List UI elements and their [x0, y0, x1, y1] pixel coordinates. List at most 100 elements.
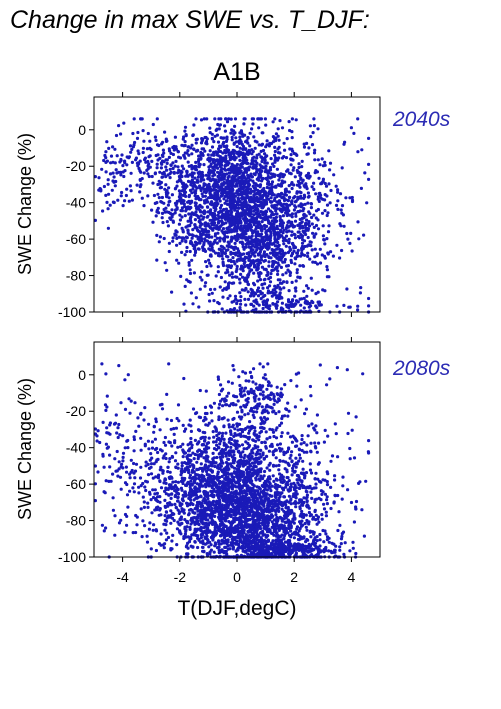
scatter-point — [234, 269, 238, 274]
scatter-point — [204, 281, 208, 285]
scatter-point — [202, 248, 207, 252]
scatter-point — [251, 166, 255, 170]
scatter-point — [213, 117, 217, 121]
scatter-point — [276, 261, 280, 265]
scatter-point — [257, 225, 261, 230]
scatter-point — [194, 160, 198, 164]
scatter-point — [236, 192, 240, 196]
scatter-point — [270, 265, 275, 269]
scatter-point — [187, 145, 191, 149]
scatter-point — [215, 153, 219, 157]
scatter-point — [104, 156, 108, 160]
scatter-point — [252, 283, 257, 287]
scatter-point — [242, 236, 246, 240]
scatter-point — [281, 273, 285, 277]
scatter-point — [251, 534, 256, 538]
scatter-point — [327, 224, 331, 228]
scatter-point — [294, 289, 298, 293]
y-tick-label: -80 — [66, 268, 86, 284]
scatter-point — [185, 245, 189, 250]
scatter-point — [214, 188, 218, 192]
scatter-point — [306, 251, 310, 255]
scatter-point — [266, 171, 270, 175]
scatter-point — [249, 212, 253, 216]
scatter-point — [155, 162, 159, 166]
scatter-point — [289, 254, 294, 258]
scatter-point — [137, 166, 141, 171]
scatter-point — [220, 163, 224, 167]
scatter-point — [202, 117, 206, 121]
scatter-point — [261, 242, 266, 246]
scatter-point — [226, 284, 230, 288]
scatter-point — [290, 440, 294, 444]
scatter-point — [230, 275, 235, 279]
scatter-point — [306, 227, 310, 231]
scatter-point — [119, 194, 123, 198]
scatter-point — [273, 149, 277, 154]
scatter-point — [242, 122, 246, 126]
scatter-point — [213, 209, 217, 213]
scatter-point — [291, 304, 295, 308]
scatter-point — [178, 178, 182, 182]
scatter-point — [285, 224, 289, 228]
scatter-point — [309, 240, 313, 244]
scatter-point — [282, 198, 287, 203]
scatter-point — [255, 191, 259, 195]
scatter-point — [266, 523, 270, 528]
scatter-point — [294, 279, 298, 283]
scatter-point — [162, 236, 166, 241]
scatter-point — [167, 249, 171, 254]
scatter-point — [287, 289, 291, 293]
scatter-point — [300, 159, 304, 163]
scatter-point — [239, 295, 243, 299]
scatter-point — [242, 186, 246, 190]
scatter-point — [221, 156, 225, 160]
scatter-point — [245, 185, 250, 189]
scatter-point — [136, 149, 140, 153]
scatter-point — [293, 175, 297, 179]
scatter-point — [324, 514, 328, 518]
scatter-point — [191, 302, 195, 306]
scatter-point — [198, 287, 202, 291]
scatter-point — [257, 117, 261, 121]
scatter-point — [248, 178, 252, 182]
scatter-point — [316, 197, 320, 201]
scatter-point — [259, 232, 264, 236]
scatter-point — [190, 191, 194, 195]
scatter-point — [129, 150, 133, 154]
scatter-point — [320, 492, 324, 496]
scatter-point — [241, 535, 245, 539]
scatter-point — [253, 263, 257, 267]
scatter-point — [318, 247, 322, 251]
scatter-point — [297, 170, 301, 174]
scatter-point — [310, 288, 314, 292]
scatter-point — [212, 550, 216, 554]
scatter-point — [294, 505, 298, 509]
scatter-point — [146, 194, 150, 198]
scatter-point — [342, 224, 346, 228]
scatter-point — [159, 180, 163, 185]
scatter-point — [178, 156, 183, 160]
scatter-point — [249, 162, 253, 166]
scatter-point — [302, 306, 306, 310]
scatter-point — [231, 256, 235, 260]
scatter-point — [238, 277, 242, 281]
scatter-point — [290, 242, 295, 246]
scatter-point — [276, 151, 281, 155]
scatter-point — [294, 118, 298, 122]
scatter-point — [194, 296, 198, 300]
scatter-point — [254, 237, 258, 241]
scatter-point — [299, 524, 304, 528]
scatter-point — [223, 280, 227, 284]
scatter-point — [246, 141, 250, 145]
scatter-point — [348, 196, 352, 200]
scatter-point — [238, 175, 242, 180]
scatter-point — [276, 158, 280, 162]
scatter-point — [302, 289, 306, 293]
scatter-point — [213, 287, 217, 291]
scatter-point — [209, 162, 213, 166]
scatter-point — [247, 538, 251, 543]
scatter-point — [342, 303, 346, 307]
scatter-point — [257, 200, 261, 204]
scatter-point — [175, 243, 179, 247]
